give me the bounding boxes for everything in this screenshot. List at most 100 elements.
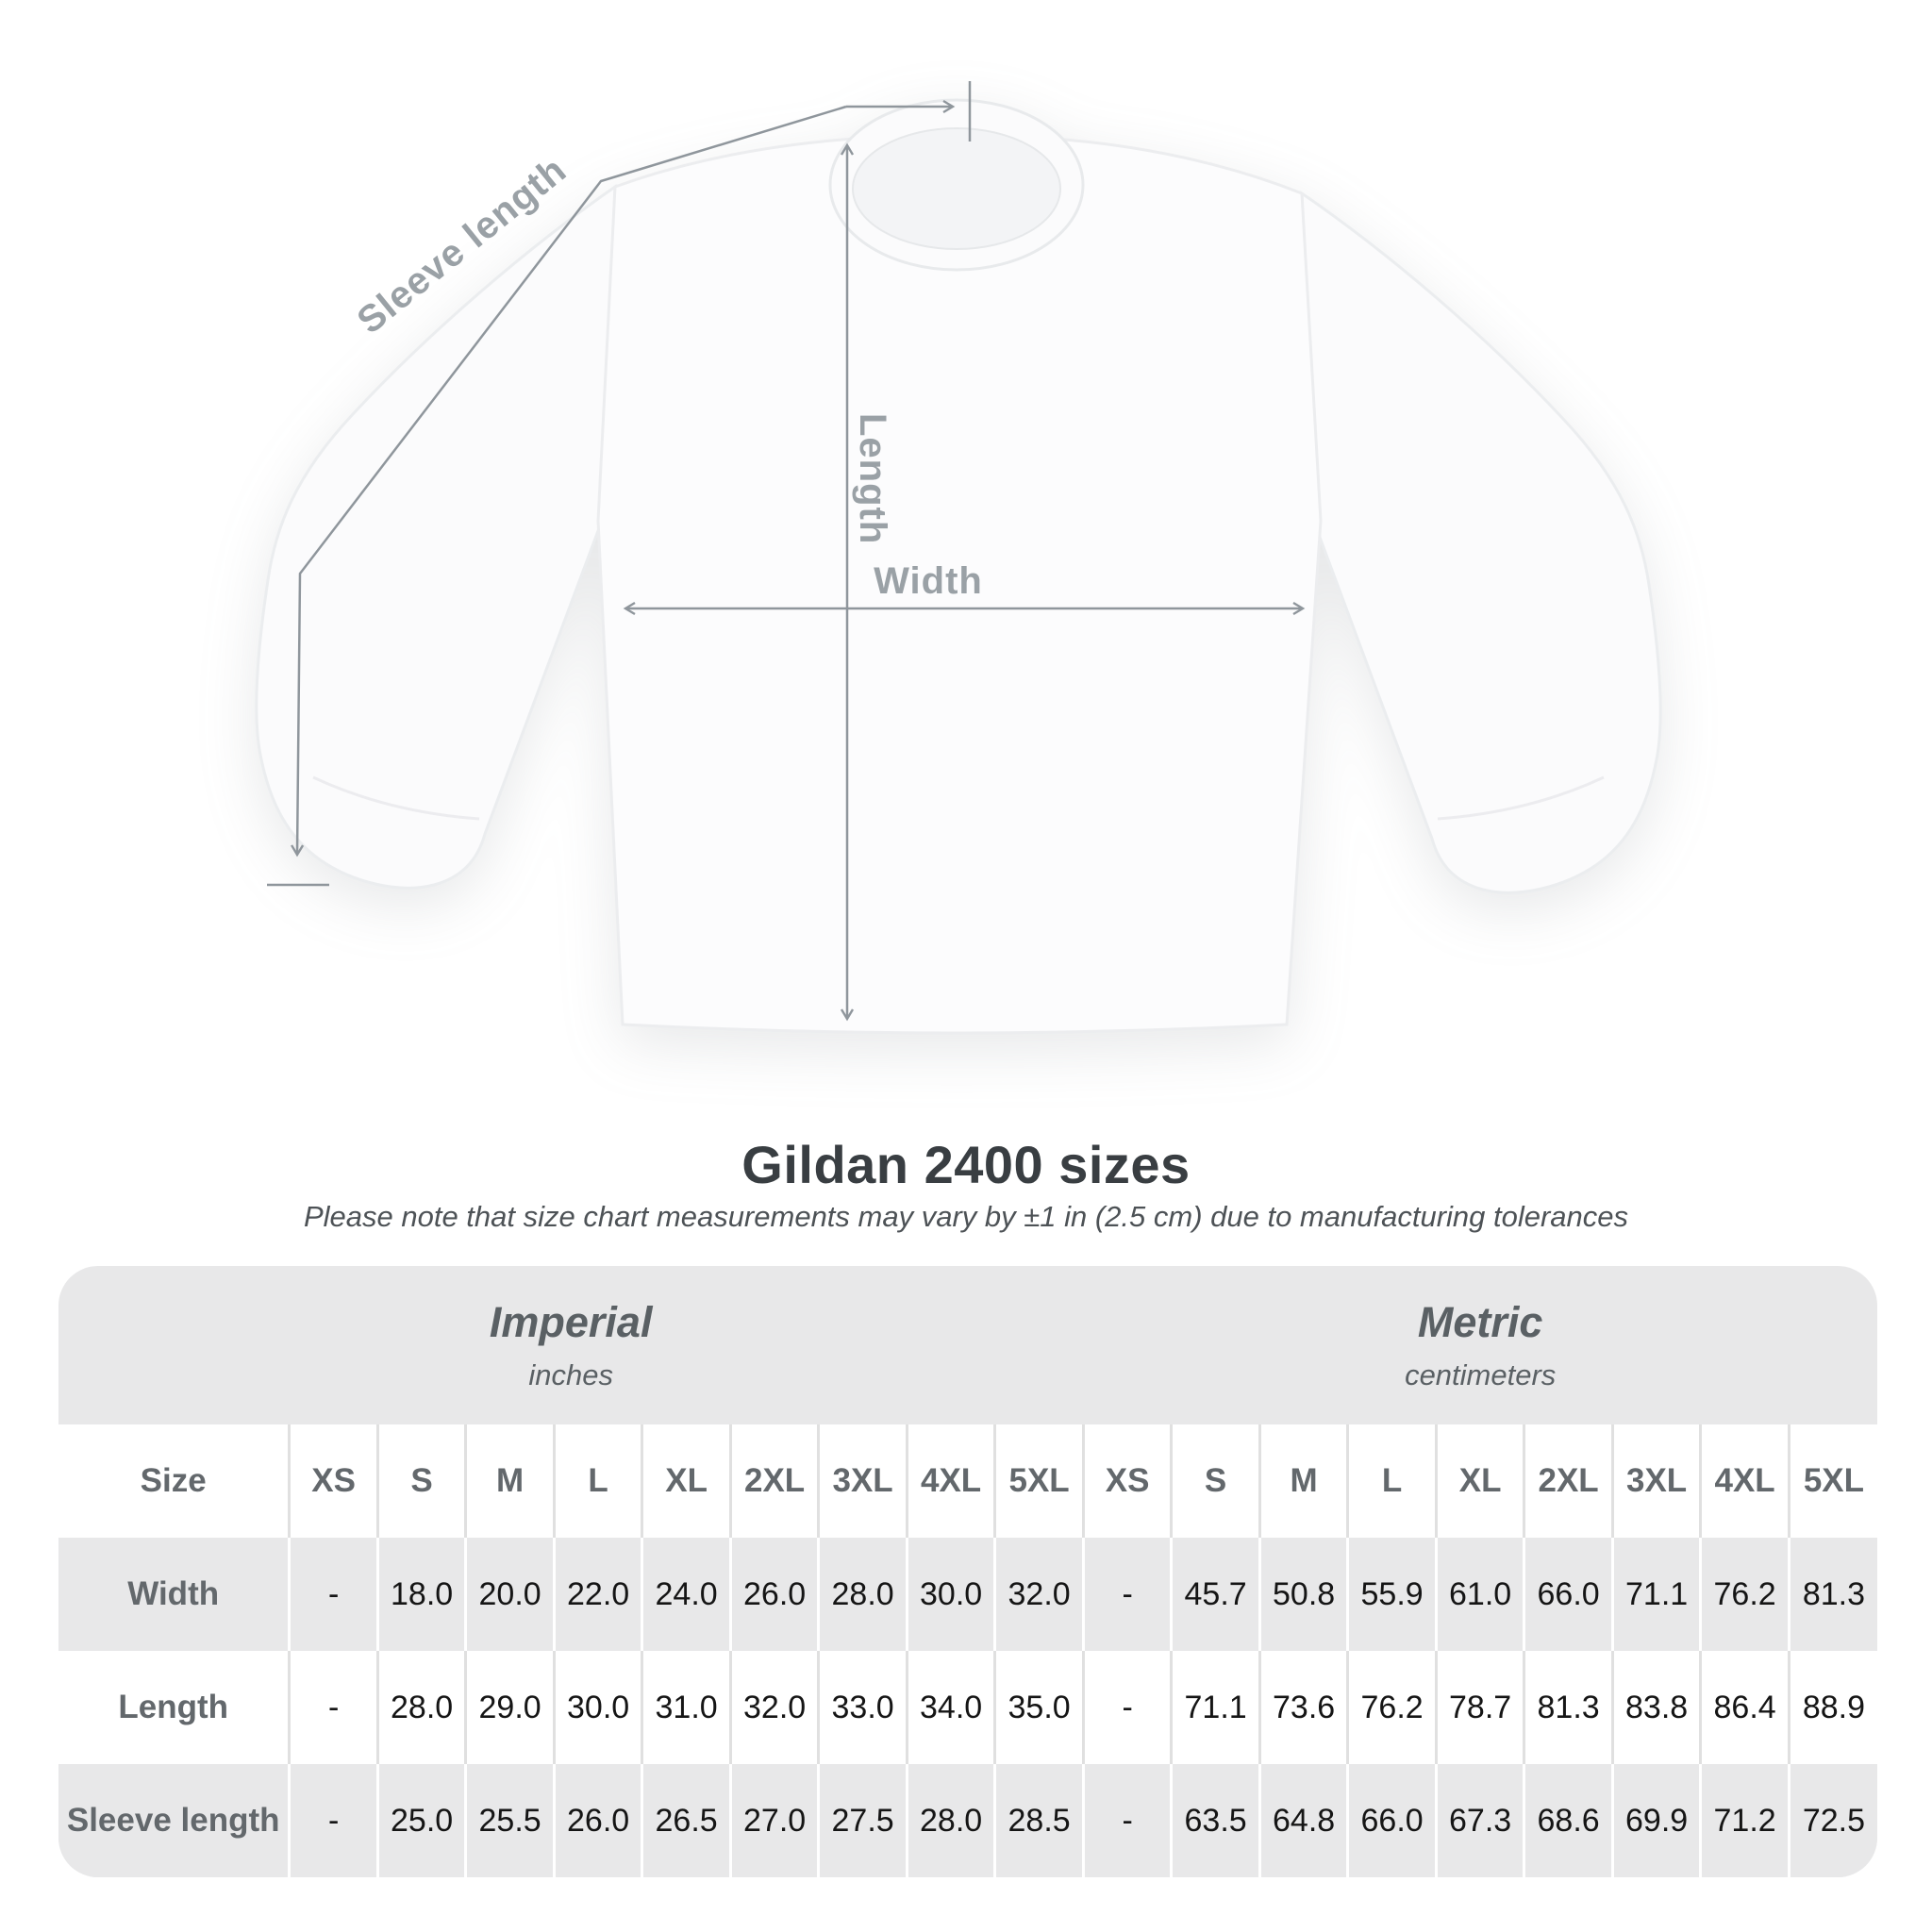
value-cell: 33.0 bbox=[817, 1651, 908, 1764]
size-header-cell: L bbox=[552, 1424, 642, 1538]
value-cell: 81.3 bbox=[1523, 1651, 1613, 1764]
row-label: Sleeve length bbox=[58, 1764, 290, 1877]
value-cell: 26.0 bbox=[728, 1538, 819, 1651]
value-cell: 50.8 bbox=[1257, 1538, 1348, 1651]
shirt-body-shape bbox=[596, 133, 1323, 1035]
size-header-cell: 5XL bbox=[1787, 1424, 1877, 1538]
value-cell: 67.3 bbox=[1434, 1764, 1524, 1877]
size-table: Imperial inches Metric centimeters Size … bbox=[58, 1266, 1877, 1877]
value-cell: - bbox=[288, 1764, 378, 1877]
width-row: Width - 18.0 20.0 22.0 24.0 26.0 28.0 30… bbox=[58, 1538, 1877, 1651]
value-cell: 78.7 bbox=[1434, 1651, 1524, 1764]
size-header-cell: M bbox=[464, 1424, 555, 1538]
row-label: Length bbox=[58, 1651, 290, 1764]
size-column-header: Size bbox=[58, 1424, 290, 1538]
value-cell: - bbox=[288, 1538, 378, 1651]
imperial-unit-label: inches bbox=[528, 1358, 613, 1391]
size-header-cell: XS bbox=[1081, 1424, 1172, 1538]
row-label: Width bbox=[58, 1538, 290, 1651]
value-cell: 28.5 bbox=[993, 1764, 1084, 1877]
value-cell: 27.5 bbox=[817, 1764, 908, 1877]
value-cell: 20.0 bbox=[464, 1538, 555, 1651]
value-cell: 22.0 bbox=[552, 1538, 642, 1651]
size-header-cell: S bbox=[1170, 1424, 1260, 1538]
value-cell: 68.6 bbox=[1523, 1764, 1613, 1877]
value-cell: 29.0 bbox=[464, 1651, 555, 1764]
value-cell: 32.0 bbox=[993, 1538, 1084, 1651]
value-cell: 45.7 bbox=[1170, 1538, 1260, 1651]
collar-opening bbox=[852, 127, 1061, 250]
value-cell: 63.5 bbox=[1170, 1764, 1260, 1877]
sleeve-length-row: Sleeve length - 25.0 25.5 26.0 26.5 27.0… bbox=[58, 1764, 1877, 1877]
value-cell: 61.0 bbox=[1434, 1538, 1524, 1651]
length-label: Length bbox=[852, 413, 893, 545]
value-cell: - bbox=[1081, 1764, 1172, 1877]
right-sleeve-shape bbox=[1300, 191, 1662, 894]
long-sleeve-shirt-graphic bbox=[255, 98, 1662, 1035]
measurement-lines bbox=[267, 81, 1306, 1022]
size-header-row: Size XS S M L XL 2XL 3XL 4XL 5XL XS S M … bbox=[58, 1424, 1877, 1538]
chart-title: Gildan 2400 sizes bbox=[741, 1135, 1191, 1194]
imperial-header-cell: Imperial inches bbox=[58, 1266, 1083, 1424]
value-cell: 73.6 bbox=[1257, 1651, 1348, 1764]
value-cell: 71.1 bbox=[1610, 1538, 1701, 1651]
value-cell: 32.0 bbox=[728, 1651, 819, 1764]
value-cell: 69.9 bbox=[1610, 1764, 1701, 1877]
value-cell: 71.1 bbox=[1170, 1651, 1260, 1764]
value-cell: - bbox=[1081, 1538, 1172, 1651]
imperial-label: Imperial bbox=[489, 1298, 653, 1346]
shirt-diagram-graphic bbox=[255, 81, 1662, 1035]
value-cell: 27.0 bbox=[728, 1764, 819, 1877]
size-header-cell: 2XL bbox=[728, 1424, 819, 1538]
metric-header-cell: Metric centimeters bbox=[1083, 1266, 1877, 1424]
value-cell: 26.5 bbox=[641, 1764, 731, 1877]
right-cuff-seam bbox=[1437, 775, 1605, 821]
value-cell: 55.9 bbox=[1346, 1538, 1437, 1651]
metric-unit-label: centimeters bbox=[1405, 1358, 1557, 1391]
value-cell: 28.0 bbox=[375, 1651, 466, 1764]
value-cell: 76.2 bbox=[1699, 1538, 1790, 1651]
value-cell: 34.0 bbox=[905, 1651, 995, 1764]
value-cell: 28.0 bbox=[905, 1764, 995, 1877]
value-cell: 83.8 bbox=[1610, 1651, 1701, 1764]
value-cell: 30.0 bbox=[905, 1538, 995, 1651]
value-cell: 72.5 bbox=[1787, 1764, 1877, 1877]
size-header-cell: 3XL bbox=[1610, 1424, 1701, 1538]
value-cell: 88.9 bbox=[1787, 1651, 1877, 1764]
value-cell: 66.0 bbox=[1523, 1538, 1613, 1651]
value-cell: 26.0 bbox=[552, 1764, 642, 1877]
left-sleeve-shape bbox=[255, 184, 617, 890]
size-header-cell: XL bbox=[641, 1424, 731, 1538]
left-cuff-seam bbox=[312, 775, 480, 821]
value-cell: 24.0 bbox=[641, 1538, 731, 1651]
value-cell: 71.2 bbox=[1699, 1764, 1790, 1877]
sleeve-length-arrow bbox=[291, 105, 847, 858]
product-measurement-diagram: Sleeve length Length Width bbox=[255, 81, 1662, 1035]
value-cell: 28.0 bbox=[817, 1538, 908, 1651]
value-cell: 86.4 bbox=[1699, 1651, 1790, 1764]
size-header-cell: 2XL bbox=[1523, 1424, 1613, 1538]
size-header-cell: 4XL bbox=[905, 1424, 995, 1538]
size-header-cell: S bbox=[375, 1424, 466, 1538]
size-header-cell: XS bbox=[288, 1424, 378, 1538]
size-header-cell: 3XL bbox=[817, 1424, 908, 1538]
value-cell: 18.0 bbox=[375, 1538, 466, 1651]
value-cell: 76.2 bbox=[1346, 1651, 1437, 1764]
value-cell: 30.0 bbox=[552, 1651, 642, 1764]
value-cell: 66.0 bbox=[1346, 1764, 1437, 1877]
size-header-cell: XL bbox=[1434, 1424, 1524, 1538]
value-cell: 31.0 bbox=[641, 1651, 731, 1764]
value-cell: 64.8 bbox=[1257, 1764, 1348, 1877]
size-header-cell: M bbox=[1257, 1424, 1348, 1538]
size-header-cell: L bbox=[1346, 1424, 1437, 1538]
length-row: Length - 28.0 29.0 30.0 31.0 32.0 33.0 3… bbox=[58, 1651, 1877, 1764]
chart-subtitle: Please note that size chart measurements… bbox=[303, 1200, 1629, 1233]
value-cell: - bbox=[288, 1651, 378, 1764]
size-header-cell: 5XL bbox=[993, 1424, 1084, 1538]
unit-header-row: Imperial inches Metric centimeters bbox=[58, 1266, 1877, 1424]
value-cell: - bbox=[1081, 1651, 1172, 1764]
size-table-container: Imperial inches Metric centimeters Size … bbox=[58, 1266, 1877, 1877]
metric-label: Metric bbox=[1417, 1298, 1543, 1346]
value-cell: 25.0 bbox=[375, 1764, 466, 1877]
